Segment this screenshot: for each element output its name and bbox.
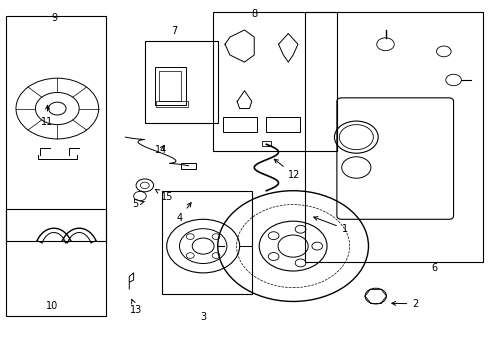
Bar xyxy=(156,102,187,107)
Bar xyxy=(305,12,482,262)
Bar xyxy=(6,16,106,241)
Text: 4: 4 xyxy=(176,203,191,223)
Text: 1: 1 xyxy=(313,217,347,234)
Text: 3: 3 xyxy=(200,312,206,322)
Bar xyxy=(6,208,106,316)
Text: 10: 10 xyxy=(46,301,59,311)
Bar xyxy=(159,71,181,102)
Text: 5: 5 xyxy=(132,199,144,209)
Bar xyxy=(212,12,336,152)
Text: 6: 6 xyxy=(430,263,436,273)
Text: 8: 8 xyxy=(251,9,257,19)
Text: 9: 9 xyxy=(52,13,58,23)
Text: 7: 7 xyxy=(170,26,177,36)
Text: 15: 15 xyxy=(155,189,173,202)
Bar xyxy=(144,41,217,123)
Bar xyxy=(154,67,186,105)
Bar xyxy=(222,117,256,132)
Bar xyxy=(261,141,271,146)
Text: 12: 12 xyxy=(274,159,300,180)
Bar xyxy=(162,191,251,294)
Text: 13: 13 xyxy=(130,300,142,315)
Text: 11: 11 xyxy=(41,105,53,127)
Text: 2: 2 xyxy=(391,299,418,309)
Bar xyxy=(266,117,300,132)
Bar xyxy=(181,163,196,168)
Text: 14: 14 xyxy=(154,145,166,155)
